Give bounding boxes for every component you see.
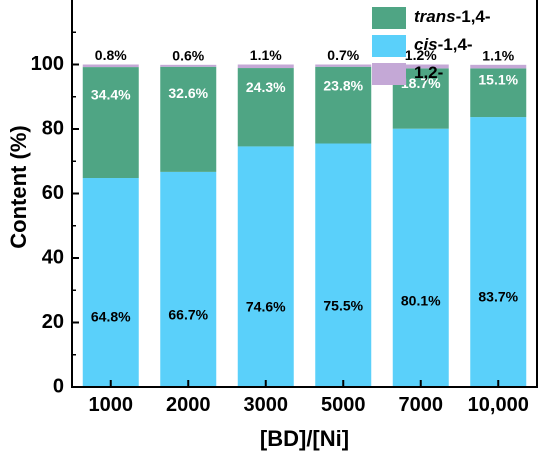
legend-label: cis-1,4- (414, 35, 473, 54)
y-tick-label: 20 (42, 311, 64, 333)
bar-segment (392, 128, 449, 388)
data-label: 1.1% (250, 47, 282, 63)
legend-swatch (372, 63, 406, 85)
bar-segment (392, 64, 449, 69)
bars-layer (82, 64, 527, 388)
data-label: 32.6% (168, 85, 208, 101)
bar-segment (470, 117, 527, 387)
bar-segment (160, 66, 217, 172)
data-label: 18.7% (401, 75, 441, 91)
x-ticks: 1000 2000 3000 5000 7000 10,000 (89, 380, 529, 416)
data-label: 34.4% (91, 87, 131, 103)
bar-segment (315, 66, 372, 144)
x-tick-label: 7000 (399, 394, 444, 416)
legend: trans-1,4- cis-1,4- 1,2- (372, 7, 491, 85)
data-label: 23.8% (323, 77, 363, 93)
y-tick-label: 100 (31, 53, 64, 75)
data-label: 1.2% (405, 47, 437, 63)
legend-swatch (372, 35, 406, 57)
legend-label: 1,2- (414, 63, 443, 82)
bar-segment (160, 171, 217, 387)
data-label: 83.7% (478, 289, 518, 305)
data-label: 75.5% (323, 297, 363, 313)
bar-segment (160, 64, 217, 67)
data-label: 0.8% (95, 47, 127, 63)
bar-segment (82, 178, 139, 387)
x-tick-label: 10,000 (468, 394, 529, 416)
bar-segment (82, 64, 139, 68)
data-label: 1.1% (482, 48, 514, 64)
data-label: 0.6% (172, 48, 204, 64)
y-tick-label: 60 (42, 182, 64, 204)
y-axis-title: Content (%) (6, 125, 31, 248)
data-label: 24.3% (246, 79, 286, 95)
bar-segment (315, 143, 372, 387)
x-axis-title: [BD]/[Ni] (260, 426, 349, 451)
y-tick-label: 40 (42, 246, 64, 268)
data-label: 80.1% (401, 292, 441, 308)
x-tick-label: 2000 (166, 394, 211, 416)
data-label: 66.7% (168, 307, 208, 323)
y-tick-label: 80 (42, 117, 64, 139)
bar-segment (237, 64, 294, 69)
x-tick-label: 5000 (321, 394, 366, 416)
data-label: 15.1% (478, 72, 518, 88)
plot-frame (71, 0, 538, 388)
data-labels-layer: 64.8% 34.4% 0.8% 66.7% 32.6% 0.6% 74.6% 24.3% 1.… (91, 47, 519, 325)
data-label: 64.8% (91, 309, 131, 325)
bar-segment (470, 68, 527, 118)
bar-segment (315, 64, 372, 67)
x-tick-label: 3000 (244, 394, 289, 416)
y-tick-label: 0 (53, 375, 64, 397)
y-ticks: 0 20 40 60 80 100 (31, 31, 79, 397)
data-label: 0.7% (327, 47, 359, 63)
bar-segment (237, 68, 294, 147)
bar-segment (237, 146, 294, 387)
data-label: 74.6% (246, 298, 286, 314)
legend-swatch (372, 7, 406, 29)
legend-label: trans-1,4- (414, 7, 491, 26)
bar-segment (82, 67, 139, 179)
bar-segment (470, 64, 527, 69)
x-tick-label: 1000 (89, 394, 134, 416)
